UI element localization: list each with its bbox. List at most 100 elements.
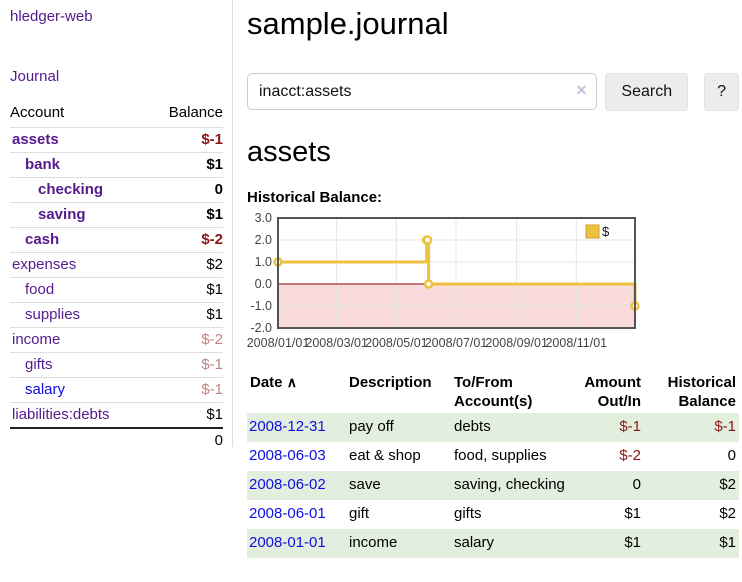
transaction-amount: $1 xyxy=(624,534,641,551)
transaction-description: income xyxy=(349,534,398,551)
transaction-balance: $1 xyxy=(719,534,736,551)
transaction-amount: $-2 xyxy=(619,447,641,464)
account-link-checking[interactable]: checking xyxy=(38,181,104,198)
transaction-accounts: food, supplies xyxy=(454,447,547,464)
x-tick-label: 2008/05/01 xyxy=(365,336,428,350)
account-link-gifts[interactable]: gifts xyxy=(25,356,53,373)
transaction-accounts: salary xyxy=(454,534,495,551)
account-balance: $-2 xyxy=(147,327,223,353)
transaction-amount: $-1 xyxy=(619,418,641,435)
account-link-liabilities-debts[interactable]: liabilities:debts xyxy=(12,406,110,423)
transaction-date-link[interactable]: 2008-01-01 xyxy=(249,534,326,551)
account-balance: 0 xyxy=(147,177,223,203)
nav-journal-link[interactable]: Journal xyxy=(10,68,60,85)
account-link-income[interactable]: income xyxy=(12,331,61,348)
accounts-table: Account Balance assets $-1 bank $1 checking 0… xyxy=(10,100,223,453)
transaction-date-link[interactable]: 2008-12-31 xyxy=(249,418,326,435)
x-tick-label: 2008/01/01 xyxy=(247,336,310,350)
amount-header-line1: Amount xyxy=(584,374,641,391)
transaction-date-link[interactable]: 2008-06-01 xyxy=(249,505,326,522)
col-header-description: Description xyxy=(346,371,451,413)
transaction-date-link[interactable]: 2008-06-02 xyxy=(249,476,326,493)
data-point-marker xyxy=(423,279,434,289)
help-button[interactable]: ? xyxy=(704,73,739,111)
search-button[interactable]: Search xyxy=(605,73,689,111)
accounts-header-line2: Account(s) xyxy=(454,393,533,410)
account-heading: assets xyxy=(247,136,331,168)
y-tick-label: 1.0 xyxy=(255,255,272,269)
account-link-food[interactable]: food xyxy=(25,281,55,298)
account-link-expenses[interactable]: expenses xyxy=(12,256,77,273)
account-row: checking 0 xyxy=(10,177,223,203)
transaction-amount: $1 xyxy=(624,505,641,522)
transaction-balance: 0 xyxy=(727,447,736,464)
transaction-description: eat & shop xyxy=(349,447,421,464)
register-header-row: Date ∧ Description To/From Account(s) Am… xyxy=(247,371,739,413)
balance-header-line2: Balance xyxy=(678,393,736,410)
transaction-balance: $-1 xyxy=(714,418,736,435)
register-row: 2008-01-01 income salary $1 $1 xyxy=(247,529,739,558)
account-row: cash $-2 xyxy=(10,227,223,253)
balance-header-line1: Historical xyxy=(667,374,736,391)
plot-border xyxy=(277,217,636,329)
col-header-accounts: To/From Account(s) xyxy=(451,371,579,413)
account-link-salary[interactable]: salary xyxy=(25,381,66,398)
main-content: sample.journal ✕ Search ? assets Histori… xyxy=(247,0,739,558)
accounts-table-header: Account Balance xyxy=(10,100,223,128)
register-table: Date ∧ Description To/From Account(s) Am… xyxy=(247,371,739,558)
account-link-bank[interactable]: bank xyxy=(25,156,61,173)
app-brand-link[interactable]: hledger-web xyxy=(10,8,93,25)
chart-svg: $3.0 2.0 1.0 0.0 -1.0 -2.02008/01/012008/03/0… xyxy=(247,211,640,350)
transaction-accounts: gifts xyxy=(454,505,482,522)
account-balance: $-1 xyxy=(147,377,223,403)
transaction-balance: $2 xyxy=(719,505,736,522)
x-tick-label: 2008/09/01 xyxy=(485,336,548,350)
account-link-cash[interactable]: cash xyxy=(25,231,60,248)
clear-search-icon[interactable]: ✕ xyxy=(575,82,588,98)
y-tick-label: -2.0 xyxy=(250,321,272,335)
account-link-saving[interactable]: saving xyxy=(38,206,86,223)
account-link-supplies[interactable]: supplies xyxy=(25,306,81,323)
amount-header-line2: Out/In xyxy=(597,393,641,410)
accounts-header-balance: Balance xyxy=(168,104,223,121)
accounts-header-account: Account xyxy=(10,104,65,121)
transaction-accounts: debts xyxy=(454,418,491,435)
x-tick-label: 2008/07/01 xyxy=(425,336,488,350)
sidebar: hledger-web Journal Account Balance asse… xyxy=(0,0,233,453)
historical-balance-chart: $3.0 2.0 1.0 0.0 -1.0 -2.0 2008/01/01 2008/03/0… xyxy=(247,211,640,356)
page-title: sample.journal xyxy=(247,6,449,41)
account-row: supplies $1 xyxy=(10,302,223,328)
date-header-label: Date xyxy=(250,374,283,391)
accounts-total-spacer xyxy=(10,427,148,453)
sort-ascending-icon: ∧ xyxy=(286,374,297,390)
register-row: 2008-06-01 gift gifts $1 $2 xyxy=(247,500,739,529)
accounts-header-line1: To/From xyxy=(454,374,513,391)
register-row: 2008-12-31 pay off debts $-1 $-1 xyxy=(247,413,739,442)
account-link-assets[interactable]: assets xyxy=(12,131,59,148)
account-balance: $1 xyxy=(147,152,223,178)
col-header-amount: Amount Out/In xyxy=(579,371,644,413)
account-row: salary $-1 xyxy=(10,377,223,403)
y-tick-label: 2.0 xyxy=(255,233,272,247)
account-balance: $-1 xyxy=(147,352,223,378)
register-row: 2008-06-03 eat & shop food, supplies $-2 0 xyxy=(247,442,739,471)
account-balance: $-2 xyxy=(147,227,223,253)
account-balance: $1 xyxy=(147,202,223,228)
y-tick-label: 3.0 xyxy=(255,211,272,225)
legend-label: $ xyxy=(602,224,610,239)
account-row: expenses $2 xyxy=(10,252,223,278)
account-row: income $-2 xyxy=(10,327,223,353)
account-row: gifts $-1 xyxy=(10,352,223,378)
transaction-date-link[interactable]: 2008-06-03 xyxy=(249,447,326,464)
y-tick-label: -1.0 xyxy=(250,299,272,313)
col-header-date[interactable]: Date ∧ xyxy=(247,371,346,413)
account-balance: $1 xyxy=(147,302,223,328)
search-input[interactable] xyxy=(247,73,598,110)
transaction-accounts: saving, checking xyxy=(454,476,565,493)
transaction-description: save xyxy=(349,476,381,493)
transaction-balance: $2 xyxy=(719,476,736,493)
account-balance: $-1 xyxy=(147,127,223,153)
x-tick-label: 2008/11/01 xyxy=(545,336,607,350)
legend-swatch xyxy=(585,224,600,239)
transaction-description: pay off xyxy=(349,418,394,435)
